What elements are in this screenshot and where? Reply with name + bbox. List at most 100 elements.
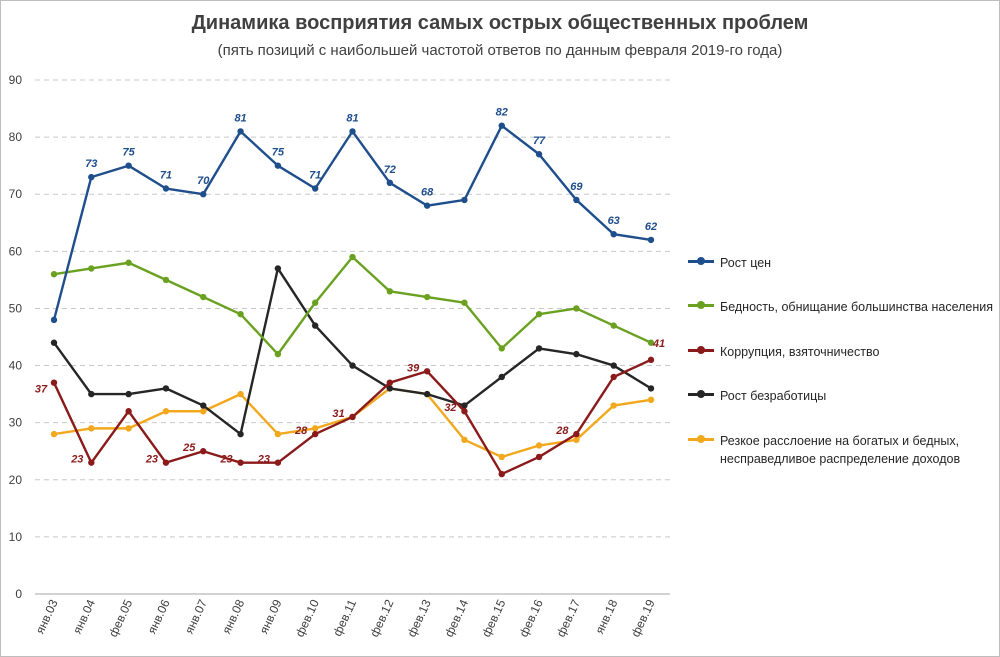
data-point — [461, 299, 468, 306]
x-tick-label: фев.12 — [367, 597, 397, 639]
data-point — [311, 430, 319, 438]
data-point — [647, 236, 655, 244]
data-label: 37 — [35, 384, 48, 396]
data-label: 41 — [652, 338, 665, 350]
data-point — [610, 373, 617, 381]
data-point — [200, 448, 207, 455]
legend-swatch — [688, 298, 714, 312]
series-line — [53, 255, 652, 356]
data-point — [647, 339, 655, 346]
data-point — [125, 162, 132, 169]
legend-label: Коррупция, взяточничество — [720, 345, 880, 359]
data-point — [498, 345, 505, 352]
data-point — [50, 379, 58, 386]
data-label: 75 — [272, 147, 285, 159]
data-point — [610, 402, 617, 409]
data-point — [498, 373, 505, 381]
data-label: 70 — [197, 175, 210, 187]
data-point — [125, 408, 132, 415]
legend-label: Резкое расслоение на богатых и бедных, н… — [720, 434, 961, 466]
y-tick-label: 40 — [9, 359, 23, 373]
data-point — [200, 408, 207, 415]
data-label: 68 — [421, 187, 434, 199]
data-label: 23 — [70, 454, 83, 466]
data-point — [461, 408, 468, 415]
data-label: 23 — [219, 454, 232, 466]
data-point — [200, 402, 207, 409]
data-point — [349, 128, 356, 135]
data-label: 71 — [309, 170, 321, 182]
x-tick-label: янв.06 — [145, 597, 173, 636]
data-label: 75 — [123, 147, 136, 159]
data-point — [349, 413, 356, 421]
data-point — [349, 362, 356, 369]
series-line — [53, 267, 652, 436]
x-tick-label: янв.03 — [33, 597, 61, 636]
data-point — [349, 253, 356, 261]
data-label: 81 — [234, 112, 246, 124]
data-point — [274, 459, 282, 466]
data-point — [498, 470, 505, 478]
x-tick-label: фев.11 — [330, 597, 359, 638]
data-point — [573, 350, 580, 358]
chart-subtitle: (пять позиций с наибольшей частотой отве… — [217, 42, 783, 59]
chart-title: Динамика восприятия самых острых обществ… — [191, 12, 809, 34]
data-point — [274, 162, 282, 169]
y-tick-label: 30 — [9, 416, 23, 430]
y-tick-label: 50 — [9, 301, 23, 315]
data-point — [461, 196, 468, 204]
data-point — [311, 185, 319, 192]
data-label: 28 — [555, 425, 569, 437]
y-tick-label: 80 — [9, 130, 23, 144]
x-tick-label: фев.17 — [554, 597, 584, 639]
data-point — [573, 196, 580, 204]
data-label: 23 — [145, 454, 158, 466]
data-label: 77 — [533, 135, 546, 147]
data-point — [386, 385, 394, 392]
x-tick-label: янв.09 — [257, 597, 285, 636]
y-tick-label: 90 — [9, 73, 23, 87]
data-label: 63 — [608, 215, 620, 227]
x-tick-label: янв.04 — [70, 597, 98, 636]
data-point — [88, 425, 95, 432]
legend-label: Рост безработицы — [720, 389, 827, 403]
data-point — [50, 430, 58, 438]
y-tick-label: 0 — [15, 587, 22, 601]
series-line — [52, 124, 652, 321]
data-point — [535, 453, 543, 461]
x-tick-label: фев.15 — [479, 597, 509, 639]
legend-swatch — [688, 254, 714, 268]
legend-item: Бедность, обнищание большинства населени… — [688, 298, 993, 316]
data-point — [162, 385, 170, 392]
data-point — [311, 425, 319, 432]
data-point — [200, 191, 207, 198]
data-point — [423, 390, 431, 398]
data-label: 81 — [346, 112, 358, 124]
data-point — [162, 459, 170, 466]
data-point — [535, 151, 543, 158]
data-label: 25 — [182, 442, 196, 454]
data-point — [50, 316, 58, 324]
data-point — [88, 390, 95, 398]
legend-item: Рост безработицы — [688, 387, 993, 405]
data-point — [274, 430, 282, 438]
data-label: 73 — [85, 158, 97, 170]
data-point — [162, 276, 170, 284]
data-point — [237, 430, 244, 438]
data-point — [573, 436, 580, 443]
data-label: 28 — [294, 425, 308, 437]
legend-swatch — [688, 343, 714, 357]
data-point — [423, 368, 431, 375]
data-label: 72 — [384, 164, 396, 176]
data-point — [162, 408, 170, 415]
legend-item: Резкое расслоение на богатых и бедных, н… — [688, 432, 993, 468]
data-point — [50, 270, 58, 278]
legend-label: Бедность, обнищание большинства населени… — [720, 300, 994, 314]
data-point — [88, 173, 95, 181]
legend-item: Рост цен — [688, 254, 993, 272]
data-point — [237, 459, 244, 466]
data-point — [237, 310, 244, 318]
data-point — [162, 185, 170, 192]
x-tick-label: фев.14 — [442, 597, 472, 639]
data-label: 31 — [332, 408, 344, 420]
